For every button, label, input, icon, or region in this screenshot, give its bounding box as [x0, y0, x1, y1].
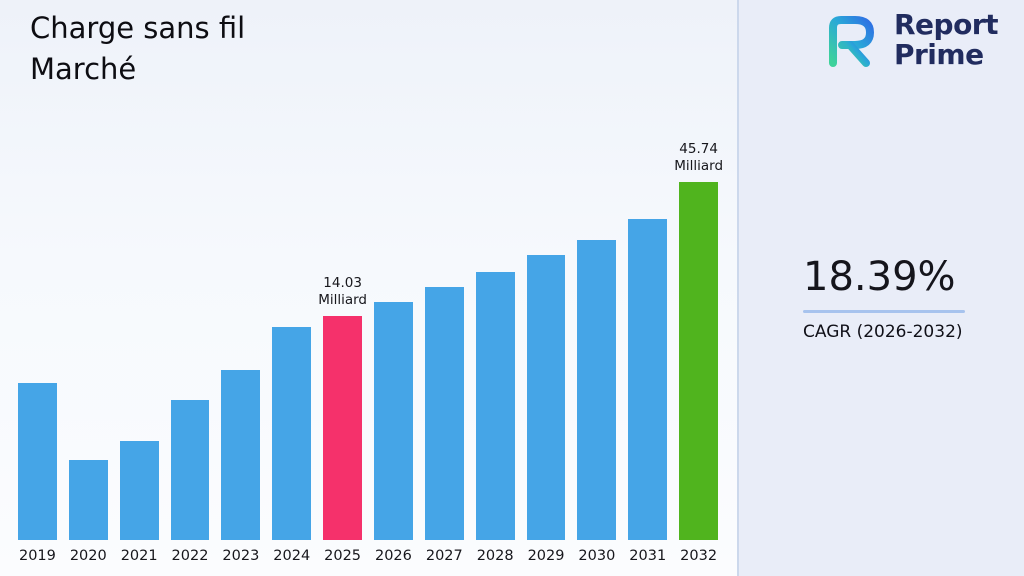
bar-2027	[424, 287, 464, 540]
bar-2031	[628, 219, 668, 540]
x-tick-2024: 2024	[273, 548, 311, 564]
brand-logo-text: Report Prime	[893, 8, 999, 71]
bar-annotation-2025: 14.03 Milliard	[318, 275, 367, 308]
logo-text-line1: Report	[893, 8, 999, 41]
bar-cell	[628, 219, 668, 540]
x-tick-2021: 2021	[120, 548, 158, 564]
bar-cell	[68, 460, 108, 540]
x-tick-2025: 2025	[324, 548, 362, 564]
bar-2029	[526, 255, 566, 540]
x-tick-2022: 2022	[171, 548, 209, 564]
bar-2021	[119, 441, 159, 540]
page-title-line1: Charge sans fil	[30, 11, 246, 45]
x-axis-labels: 2019 2020 2021 2022 2023 2024 2025 2026 2027 2028…	[18, 548, 718, 564]
x-tick-2020: 2020	[69, 548, 107, 564]
bar-cell: 45.74 Milliard	[674, 141, 723, 540]
bars-row: 14.03 Milliard 45.74 Milliard	[18, 134, 723, 540]
bar-cell	[272, 327, 312, 540]
bar-cell	[374, 302, 413, 540]
x-tick-2032: 2032	[680, 548, 718, 564]
brand-logo: Report Prime	[819, 8, 999, 71]
page-title-line2: Marché	[30, 52, 137, 86]
x-tick-2030: 2030	[578, 548, 616, 564]
bar-2020	[68, 460, 108, 540]
bar-2030	[577, 240, 617, 540]
x-tick-2026: 2026	[374, 548, 412, 564]
page-title: Charge sans fil Marché	[30, 8, 245, 90]
bar-2022	[170, 400, 210, 540]
bar-chart: 14.03 Milliard 45.74 Milliard 2019 2020 2021 2…	[18, 134, 723, 564]
chart-panel: Charge sans fil Marché 14.03 Milliard 45.7…	[0, 0, 737, 576]
cagr-value: 18.39%	[803, 254, 956, 300]
bar-2025	[323, 316, 363, 540]
bar-cell	[475, 272, 515, 540]
x-tick-2028: 2028	[476, 548, 514, 564]
bar-annotation-2032: 45.74 Milliard	[674, 141, 724, 174]
bar-cell	[119, 441, 159, 540]
x-tick-2023: 2023	[222, 548, 260, 564]
panel-divider	[737, 0, 739, 576]
x-tick-2027: 2027	[425, 548, 463, 564]
bar-cell	[221, 370, 261, 540]
bar-cell	[424, 287, 464, 540]
bar-2024	[272, 327, 312, 540]
bar-2032	[679, 182, 719, 540]
bar-cell: 14.03 Milliard	[318, 275, 367, 540]
bar-cell	[526, 255, 566, 540]
bar-cell	[170, 400, 210, 540]
cagr-stat: 18.39% CAGR (2026-2032)	[803, 254, 965, 342]
brand-logo-icon	[828, 16, 874, 67]
stat-underline	[803, 310, 965, 313]
bar-2028	[475, 272, 515, 540]
bar-cell	[577, 240, 617, 540]
cagr-caption: CAGR (2026-2032)	[803, 322, 963, 342]
bar-2026	[374, 302, 413, 540]
info-panel: Report Prime 18.39% CAGR (2026-2032)	[739, 0, 1024, 576]
bar-2019	[18, 383, 57, 540]
x-tick-2029: 2029	[527, 548, 565, 564]
logo-text-line2: Prime	[893, 38, 984, 71]
bar-2023	[221, 370, 261, 540]
bar-cell	[18, 383, 57, 540]
x-tick-2019: 2019	[18, 548, 56, 564]
x-tick-2031: 2031	[629, 548, 667, 564]
